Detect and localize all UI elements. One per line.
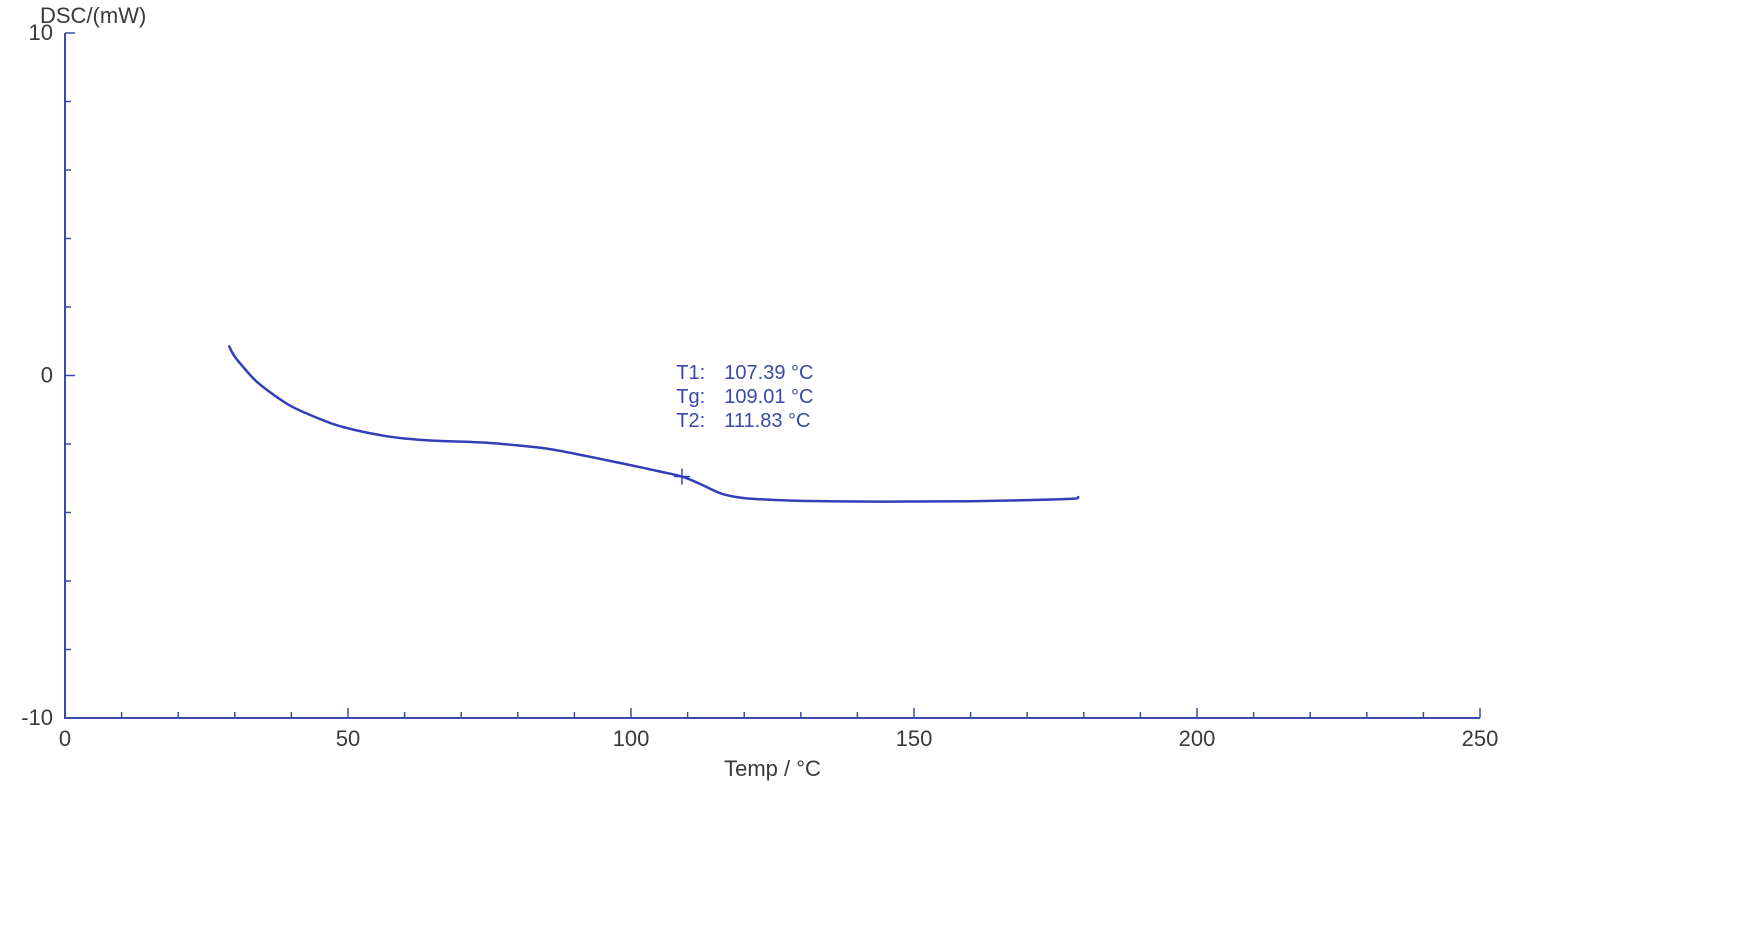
y-tick-label: -10 <box>21 705 53 730</box>
chart-svg: 050100150200250Temp / °C-10010DSC/(mW)T1… <box>0 0 1762 926</box>
x-tick-label: 50 <box>336 726 360 751</box>
x-tick-label: 250 <box>1462 726 1499 751</box>
y-tick-label: 0 <box>41 363 53 388</box>
annotation-value: 107.39 °C <box>724 362 813 384</box>
plot-background <box>0 0 1762 926</box>
x-tick-label: 0 <box>59 726 71 751</box>
x-tick-label: 100 <box>613 726 650 751</box>
annotation-label: T1: <box>676 362 705 384</box>
x-tick-label: 200 <box>1179 726 1216 751</box>
x-axis-label: Temp / °C <box>724 756 821 781</box>
annotation-value: 111.83 °C <box>724 410 810 432</box>
dsc-chart: 050100150200250Temp / °C-10010DSC/(mW)T1… <box>0 0 1762 926</box>
y-axis-label: DSC/(mW) <box>40 3 146 28</box>
annotation-label: Tg: <box>676 386 705 408</box>
annotation-label: T2: <box>676 410 705 432</box>
annotation-value: 109.01 °C <box>724 386 813 408</box>
x-tick-label: 150 <box>896 726 933 751</box>
